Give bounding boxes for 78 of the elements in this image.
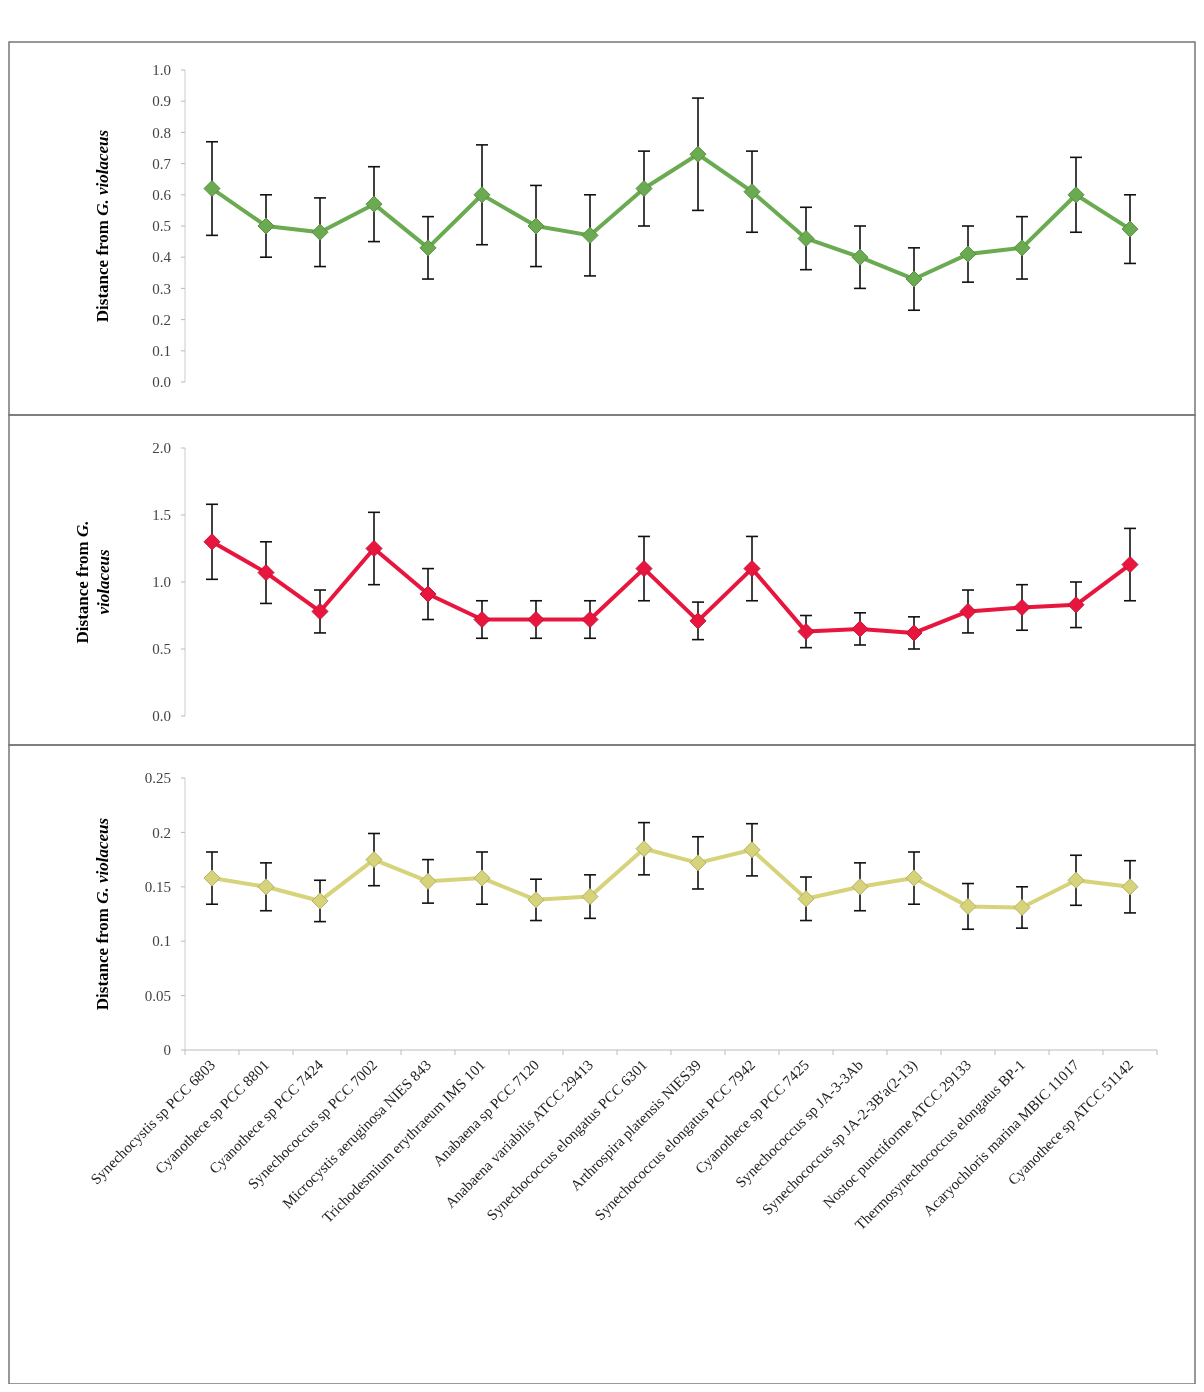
point — [203, 869, 221, 887]
point — [419, 585, 437, 603]
point — [581, 611, 599, 629]
y-tick-label: 0.5 — [152, 218, 171, 235]
y-axis-title: Distance from G. violaceus — [93, 129, 112, 323]
y-tick-label: 0.3 — [152, 280, 171, 297]
point — [257, 564, 275, 582]
point — [905, 869, 923, 887]
point — [905, 270, 923, 288]
point — [1067, 186, 1085, 204]
y-tick-label: 0.2 — [152, 824, 171, 841]
y-tick-label: 0.25 — [144, 770, 171, 787]
point — [635, 840, 653, 858]
point — [635, 560, 653, 578]
y-tick-label: 0.2 — [152, 311, 171, 328]
y-tick-label: 2.0 — [152, 440, 171, 457]
point — [203, 180, 221, 198]
y-tick-label: 0.1 — [152, 933, 171, 950]
point — [311, 602, 329, 620]
point — [851, 620, 869, 638]
point — [473, 611, 491, 629]
y-tick-label: 0.1 — [152, 343, 171, 360]
point — [1013, 239, 1031, 257]
point — [1121, 556, 1139, 574]
point — [311, 892, 329, 910]
y-tick-label: 1.0 — [152, 62, 171, 79]
y-tick-label: 0 — [163, 1042, 171, 1059]
point — [527, 611, 545, 629]
point — [365, 195, 383, 213]
point — [203, 533, 221, 551]
point — [797, 229, 815, 247]
point — [581, 888, 599, 906]
point — [1067, 596, 1085, 614]
point — [959, 897, 977, 915]
y-tick-label: 0.15 — [144, 879, 171, 896]
point — [743, 841, 761, 859]
point — [743, 560, 761, 578]
point — [959, 245, 977, 263]
point — [419, 239, 437, 257]
point — [689, 854, 707, 872]
point — [311, 223, 329, 241]
point — [257, 217, 275, 235]
y-tick-label: 0.4 — [152, 249, 172, 266]
point — [905, 624, 923, 642]
point — [527, 217, 545, 235]
point — [1121, 220, 1139, 238]
point — [365, 851, 383, 869]
y-tick-label: 1.5 — [152, 507, 171, 524]
y-tick-label: 0.8 — [152, 124, 171, 141]
y-tick-label: 1.0 — [152, 574, 171, 591]
point — [1013, 598, 1031, 616]
point — [689, 145, 707, 163]
point — [1067, 871, 1085, 889]
point — [851, 878, 869, 896]
y-tick-label: 0.0 — [152, 374, 171, 391]
point — [797, 890, 815, 908]
point — [581, 226, 599, 244]
y-tick-label: 0.5 — [152, 641, 171, 658]
y-tick-label: 0.6 — [152, 187, 172, 204]
point — [689, 612, 707, 630]
y-tick-label: 0.9 — [152, 93, 171, 110]
point — [1121, 878, 1139, 896]
point — [257, 878, 275, 896]
y-tick-label: 0.0 — [152, 708, 171, 725]
point — [743, 183, 761, 201]
point — [527, 891, 545, 909]
point — [419, 872, 437, 890]
point — [365, 540, 383, 557]
y-tick-label: 0.05 — [144, 987, 171, 1004]
point — [473, 869, 491, 887]
point — [635, 180, 653, 198]
point — [473, 186, 491, 204]
point — [797, 623, 815, 641]
y-tick-label: 0.7 — [152, 155, 172, 172]
point — [1013, 898, 1031, 916]
point — [851, 248, 869, 266]
point — [959, 602, 977, 620]
y-axis-title: Distance from G. violaceus — [93, 817, 112, 1011]
